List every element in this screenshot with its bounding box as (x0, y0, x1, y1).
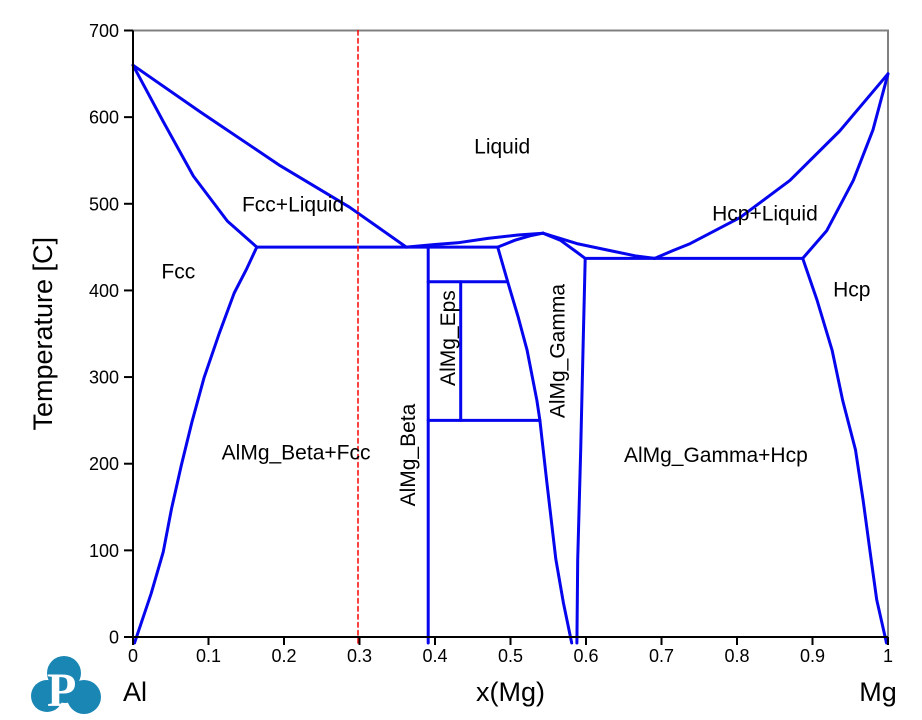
y-axis-tick-label: 300 (89, 368, 119, 388)
logo-trefoil-shape (31, 656, 101, 714)
region-label-fcc-liquid: Fcc+Liquid (242, 194, 344, 217)
hcp-solvus-line (801, 256, 888, 645)
x-axis-tick-label: 0 (128, 646, 138, 666)
region-label-fcc: Fcc (161, 260, 195, 283)
hcp-liquidus-line (653, 72, 890, 260)
gamma-solidus-left-line (496, 231, 545, 249)
x-axis-tick-label: 0.6 (573, 646, 598, 666)
y-axis-tick-label: 100 (89, 541, 119, 561)
x-axis-title: x(Mg) (476, 677, 545, 707)
x-axis-tick-label: 0.3 (347, 646, 372, 666)
plot-axes (132, 30, 888, 638)
fcc-liquidus-line (131, 63, 408, 249)
region-label-almg-gamma: AlMg_Gamma (546, 284, 569, 419)
fcc-solidus-line (131, 63, 259, 249)
x-axis-right-endpoint-label: Mg (859, 677, 897, 707)
x-axis-tick-label: 0.9 (800, 646, 825, 666)
plot-frame (133, 29, 889, 637)
x-axis-tick-label: 0.5 (498, 646, 523, 666)
region-label-hcp-liquid: Hcp+Liquid (712, 202, 818, 225)
x-axis-tick-label: 0.2 (271, 646, 296, 666)
gamma-left-solvus-line (496, 245, 574, 645)
region-label-almg-beta: AlMg_Beta (397, 403, 420, 506)
region-label-almg-gamma-hcp: AlMg_Gamma+Hcp (624, 444, 808, 467)
region-label-hcp: Hcp (833, 279, 870, 302)
y-axis-tick-label: 200 (89, 454, 119, 474)
region-label-almg-eps: AlMg_Eps (437, 290, 460, 386)
pandat-logo: P (31, 656, 101, 717)
liquidus-left-of-gamma-line (404, 231, 545, 249)
logo-center-fill (50, 673, 80, 703)
x-axis-tick-label: 0.8 (724, 646, 749, 666)
logo-letter-p: P (47, 664, 76, 717)
y-axis-title: Temperature [C] (28, 237, 58, 431)
gamma-solidus-right-line (541, 231, 587, 260)
gamma-right-solvus-line (575, 256, 587, 645)
hcp-solidus-line (801, 72, 890, 260)
x-axis-left-endpoint-label: Al (123, 677, 147, 707)
y-axis-tick-label: 700 (89, 21, 119, 41)
liquidus-right-of-gamma-line (541, 231, 657, 260)
region-label-liquid: Liquid (474, 136, 530, 159)
x-axis-tick-label: 0.7 (649, 646, 674, 666)
y-axis-tick-label: 500 (89, 194, 119, 214)
region-label-almg-beta-fcc: AlMg_Beta+Fcc (222, 441, 371, 464)
x-axis-tick-label: 0.1 (196, 646, 221, 666)
x-axis-tick-label: 0.4 (422, 646, 447, 666)
y-axis-tick-label: 600 (89, 108, 119, 128)
y-axis-tick-label: 0 (109, 628, 119, 648)
fcc-solvus-line (133, 245, 259, 645)
y-axis-tick-label: 400 (89, 281, 119, 301)
x-axis-tick-label: 1 (883, 646, 893, 666)
